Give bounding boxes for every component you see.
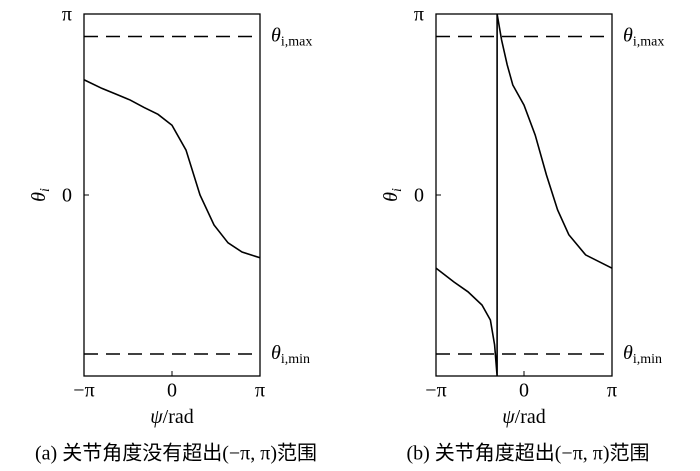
- y-axis-label: θi: [380, 188, 406, 202]
- y-tick-label: 0: [62, 185, 72, 207]
- plot-frame: [435, 13, 613, 377]
- x-axis-unit: /rad: [163, 406, 194, 428]
- threshold-subscript: i,min: [633, 352, 662, 367]
- threshold-symbol: θ: [623, 342, 633, 364]
- threshold-label: θi,min: [271, 342, 310, 368]
- caption: (b) 关节角度超出(−π, π)范围: [406, 442, 649, 465]
- x-axis-unit: /rad: [515, 406, 546, 428]
- plot-frame: [83, 13, 261, 377]
- curve: [83, 79, 261, 259]
- threshold-symbol: θ: [271, 342, 281, 364]
- x-tick-label: −π: [73, 380, 94, 402]
- y-axis-symbol: θ: [380, 192, 402, 202]
- x-tick-label: 0: [519, 380, 529, 402]
- threshold-subscript: i,max: [281, 35, 313, 50]
- threshold-label: θi,max: [623, 24, 664, 50]
- threshold-subscript: i,max: [633, 35, 665, 50]
- x-axis-label: ψ/rad: [150, 406, 194, 428]
- curve: [435, 13, 613, 377]
- threshold-label: θi,min: [623, 342, 662, 368]
- y-axis-label: θi: [28, 188, 54, 202]
- x-tick-label: 0: [167, 380, 177, 402]
- threshold-label: θi,max: [271, 24, 312, 50]
- threshold-subscript: i,min: [281, 352, 310, 367]
- x-tick-label: π: [255, 380, 265, 402]
- y-tick-label: 0: [414, 185, 424, 207]
- threshold-symbol: θ: [623, 24, 633, 46]
- x-tick-label: −π: [425, 380, 446, 402]
- x-tick-label: π: [607, 380, 617, 402]
- y-axis-subscript: i: [38, 188, 53, 192]
- y-axis-subscript: i: [390, 188, 405, 192]
- x-axis-label: ψ/rad: [502, 406, 546, 428]
- x-axis-symbol: ψ: [150, 406, 163, 428]
- y-axis-symbol: θ: [28, 192, 50, 202]
- y-tick-label: π: [414, 4, 424, 26]
- caption: (a) 关节角度没有超出(−π, π)范围: [35, 442, 317, 465]
- threshold-symbol: θ: [271, 24, 281, 46]
- y-tick-label: π: [62, 4, 72, 26]
- x-axis-symbol: ψ: [502, 406, 515, 428]
